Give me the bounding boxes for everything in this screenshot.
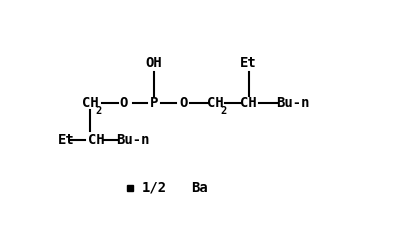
Text: P: P bbox=[150, 96, 158, 110]
Text: CH: CH bbox=[240, 96, 257, 110]
Text: O: O bbox=[119, 96, 128, 110]
Text: CH: CH bbox=[82, 96, 99, 110]
Text: CH: CH bbox=[88, 133, 105, 147]
Text: Bu-n: Bu-n bbox=[116, 133, 150, 147]
Text: OH: OH bbox=[146, 56, 163, 70]
Text: Et: Et bbox=[57, 133, 74, 147]
Text: CH: CH bbox=[207, 96, 224, 110]
Text: 1/2: 1/2 bbox=[141, 181, 167, 195]
Text: 2: 2 bbox=[95, 106, 102, 116]
Text: O: O bbox=[179, 96, 187, 110]
Text: Ba: Ba bbox=[191, 181, 208, 195]
Text: 2: 2 bbox=[220, 106, 227, 116]
Text: Bu-n: Bu-n bbox=[276, 96, 310, 110]
Text: Et: Et bbox=[240, 56, 257, 70]
